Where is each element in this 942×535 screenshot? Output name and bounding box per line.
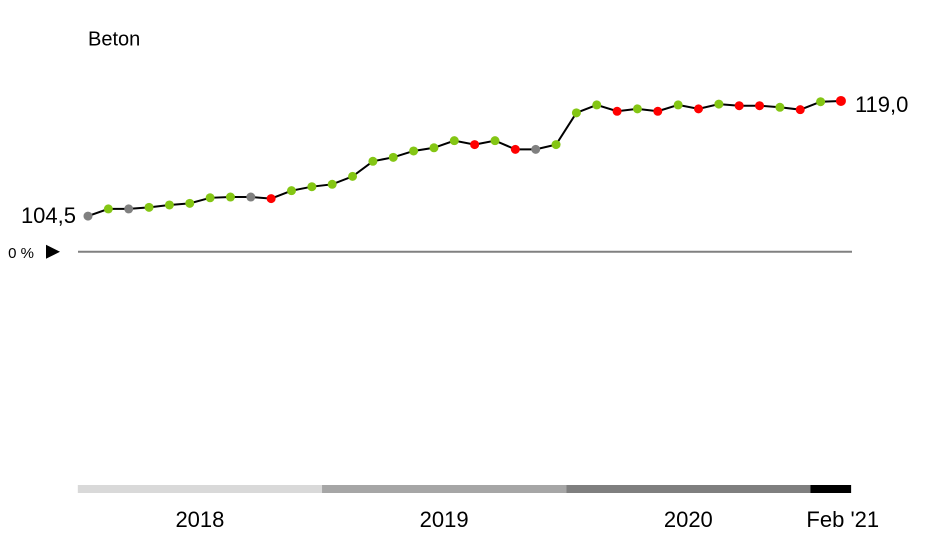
data-point — [368, 156, 378, 166]
data-point — [531, 144, 541, 154]
data-point — [612, 106, 622, 116]
data-point — [632, 104, 642, 114]
data-point — [694, 104, 703, 114]
data-point — [449, 136, 459, 146]
value-label: 119,0 — [855, 92, 908, 117]
chart-title: Beton — [88, 28, 140, 50]
data-point — [673, 100, 683, 110]
data-point — [510, 144, 520, 154]
data-point — [409, 146, 419, 156]
data-point — [287, 186, 296, 196]
value-label: 104,5 — [21, 203, 76, 228]
data-point — [835, 95, 846, 106]
data-point — [490, 136, 500, 146]
data-point — [307, 182, 317, 192]
data-point — [795, 105, 805, 115]
data-point — [164, 200, 174, 210]
data-point — [571, 108, 581, 118]
period-label: 2018 — [175, 507, 224, 532]
period-label: 2019 — [420, 507, 469, 532]
series-line — [87, 99, 841, 218]
data-point — [225, 192, 235, 202]
data-point — [327, 179, 337, 189]
data-point — [144, 202, 154, 212]
data-point — [592, 100, 602, 110]
period-label: Feb '21 — [806, 507, 879, 532]
data-point — [429, 143, 439, 153]
data-point — [266, 194, 276, 204]
data-point — [185, 198, 195, 208]
data-point — [246, 192, 256, 202]
data-point — [551, 140, 561, 150]
data-point — [103, 204, 113, 214]
data-point — [348, 171, 358, 181]
data-point — [653, 106, 663, 116]
data-point — [205, 193, 215, 203]
data-point — [124, 204, 134, 214]
data-point — [775, 102, 785, 112]
reference-label: 0 % — [8, 245, 34, 262]
data-point — [816, 97, 826, 107]
data-point — [388, 152, 398, 162]
data-point — [83, 211, 93, 221]
data-point — [714, 99, 724, 109]
reference-arrow — [46, 244, 60, 259]
data-point — [734, 101, 744, 111]
period-label: 2020 — [664, 507, 713, 532]
data-point — [470, 140, 480, 150]
data-point — [755, 101, 765, 111]
